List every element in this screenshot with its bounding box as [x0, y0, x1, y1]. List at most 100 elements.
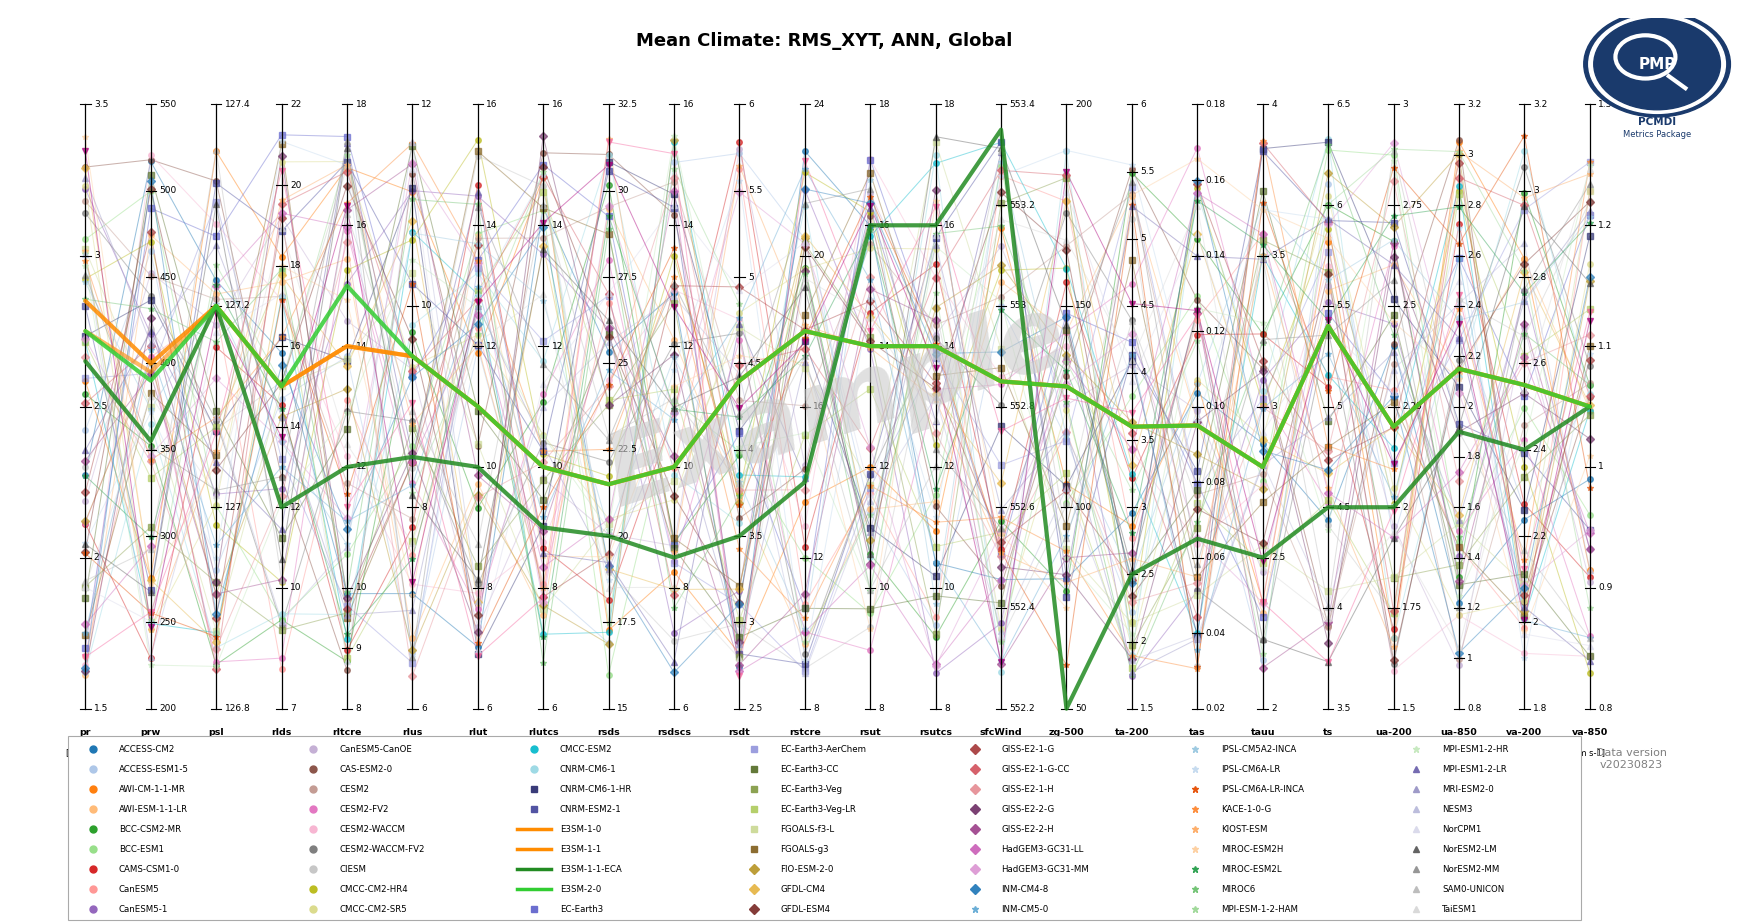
Text: 1.5: 1.5 — [93, 704, 109, 713]
Text: 250: 250 — [160, 618, 177, 626]
Circle shape — [1589, 15, 1726, 114]
Text: MPI-ESM1-2-HR: MPI-ESM1-2-HR — [1442, 745, 1508, 754]
Text: 12: 12 — [553, 342, 563, 350]
Text: 3.5: 3.5 — [93, 100, 109, 109]
Text: 450: 450 — [160, 273, 177, 282]
Text: 150: 150 — [1075, 301, 1093, 310]
Text: 1: 1 — [1468, 654, 1473, 663]
Text: zg-500: zg-500 — [1049, 728, 1084, 737]
Text: 350: 350 — [160, 445, 177, 455]
Text: PCMDI: PCMDI — [1638, 116, 1677, 127]
Text: 2.2: 2.2 — [1468, 352, 1482, 360]
Text: 0.18: 0.18 — [1205, 100, 1226, 109]
Text: 2: 2 — [1272, 704, 1277, 713]
Text: 18: 18 — [289, 261, 302, 270]
Text: 4.5: 4.5 — [1337, 503, 1351, 512]
Text: 0.8: 0.8 — [1468, 704, 1482, 713]
Text: 0.14: 0.14 — [1205, 251, 1226, 260]
Text: 5.5: 5.5 — [1337, 301, 1351, 310]
Text: 3.5: 3.5 — [1140, 435, 1154, 444]
Text: KIOST-ESM: KIOST-ESM — [1221, 825, 1268, 833]
Text: [W m-2]: [W m-2] — [526, 748, 560, 757]
Text: 2.6: 2.6 — [1533, 359, 1547, 368]
Text: 2.5: 2.5 — [1401, 301, 1415, 310]
Text: [m]: [m] — [1059, 748, 1073, 757]
Text: [W m-2]: [W m-2] — [919, 748, 952, 757]
Text: 12: 12 — [879, 463, 889, 471]
Text: 3: 3 — [1533, 187, 1538, 195]
Text: 14: 14 — [289, 422, 302, 432]
Text: 20: 20 — [814, 251, 824, 260]
Text: tauu: tauu — [1251, 728, 1275, 737]
Text: MPI-ESM-1-2-HAM: MPI-ESM-1-2-HAM — [1221, 905, 1298, 914]
Text: 12: 12 — [486, 342, 498, 350]
Text: 6: 6 — [421, 704, 426, 713]
Text: CNRM-CM6-1-HR: CNRM-CM6-1-HR — [560, 784, 633, 794]
Text: 3: 3 — [747, 618, 754, 626]
Text: HadGEM3-GC31-LL: HadGEM3-GC31-LL — [1002, 845, 1084, 854]
Text: rlus: rlus — [402, 728, 423, 737]
Circle shape — [1584, 11, 1731, 117]
Text: [mm d-1]: [mm d-1] — [65, 748, 105, 757]
Text: E3SM-1-1: E3SM-1-1 — [560, 845, 602, 854]
Text: TaiESM1: TaiESM1 — [1442, 905, 1477, 914]
Text: 3.5: 3.5 — [747, 531, 763, 541]
Text: [W m-2]: [W m-2] — [591, 748, 626, 757]
Text: 6: 6 — [553, 704, 558, 713]
Text: 500: 500 — [160, 187, 177, 195]
Text: 1.1: 1.1 — [1598, 342, 1612, 350]
Text: GFDL-ESM4: GFDL-ESM4 — [781, 905, 831, 914]
Text: [kg m-2]: [kg m-2] — [133, 748, 168, 757]
Text: 2.4: 2.4 — [1468, 301, 1482, 310]
Text: 14: 14 — [553, 221, 563, 230]
Text: Example: Example — [595, 286, 1080, 527]
Text: 4: 4 — [1272, 100, 1277, 109]
Text: PMP: PMP — [1638, 56, 1675, 72]
Text: 17.5: 17.5 — [617, 618, 637, 626]
Text: sfcWind: sfcWind — [980, 728, 1023, 737]
Text: prw: prw — [140, 728, 161, 737]
Text: CNRM-CM6-1: CNRM-CM6-1 — [560, 764, 617, 773]
Text: 0.10: 0.10 — [1205, 402, 1226, 411]
Text: 3: 3 — [1401, 100, 1408, 109]
Text: 0.9: 0.9 — [1598, 583, 1612, 592]
Text: va-850: va-850 — [1572, 728, 1608, 737]
Text: 2.8: 2.8 — [1533, 273, 1547, 282]
Text: 100: 100 — [1075, 503, 1093, 512]
Text: [Pa]: [Pa] — [209, 748, 225, 757]
Text: Mean Climate: RMS_XYT, ANN, Global: Mean Climate: RMS_XYT, ANN, Global — [637, 32, 1012, 50]
Text: [m s-1]: [m s-1] — [1379, 748, 1408, 757]
Text: [W m-2]: [W m-2] — [852, 748, 888, 757]
Text: CESM2-WACCM-FV2: CESM2-WACCM-FV2 — [340, 845, 424, 854]
Text: rltcre: rltcre — [332, 728, 361, 737]
Text: 12: 12 — [944, 463, 956, 471]
Text: BCC-CSM2-MR: BCC-CSM2-MR — [119, 825, 181, 833]
Text: 2.5: 2.5 — [747, 704, 763, 713]
Text: 4: 4 — [1337, 603, 1342, 613]
Text: [K]: [K] — [1191, 748, 1203, 757]
Text: rsut: rsut — [859, 728, 881, 737]
Text: 8: 8 — [944, 704, 951, 713]
Text: NESM3: NESM3 — [1442, 805, 1473, 814]
Text: GISS-E2-2-G: GISS-E2-2-G — [1002, 805, 1054, 814]
Text: 20: 20 — [289, 180, 302, 189]
Text: 18: 18 — [944, 100, 956, 109]
Text: rlds: rlds — [272, 728, 291, 737]
Text: 12: 12 — [289, 503, 302, 512]
Text: 4.5: 4.5 — [747, 359, 763, 368]
Text: GISS-E2-1-G: GISS-E2-1-G — [1002, 745, 1054, 754]
Text: psl: psl — [209, 728, 225, 737]
Text: 6.5: 6.5 — [1337, 100, 1351, 109]
Text: 552.2: 552.2 — [1010, 704, 1035, 713]
Text: 553.2: 553.2 — [1010, 201, 1035, 210]
Text: 10: 10 — [421, 301, 433, 310]
Text: 8: 8 — [486, 583, 493, 592]
Text: 3.5: 3.5 — [1272, 251, 1286, 260]
Text: INM-CM4-8: INM-CM4-8 — [1002, 885, 1049, 894]
Text: 50: 50 — [1075, 704, 1086, 713]
Text: 0.02: 0.02 — [1205, 704, 1226, 713]
Text: CNRM-ESM2-1: CNRM-ESM2-1 — [560, 805, 621, 814]
Text: 2.25: 2.25 — [1401, 402, 1422, 411]
Text: 1.6: 1.6 — [1468, 503, 1482, 512]
Text: Metrics Package: Metrics Package — [1622, 130, 1691, 140]
